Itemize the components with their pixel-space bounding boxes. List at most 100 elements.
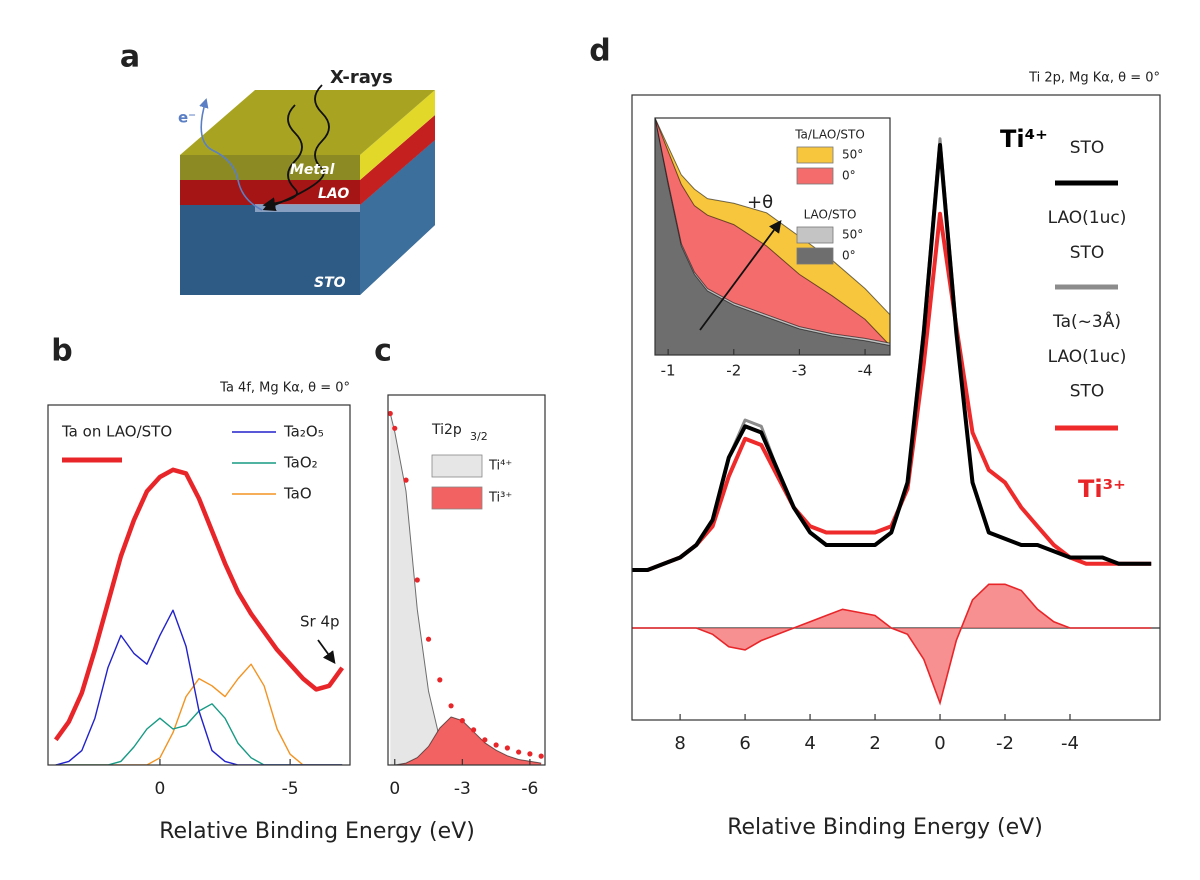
annotation: Ti³⁺ xyxy=(1078,475,1126,503)
annotation: +θ xyxy=(747,192,773,213)
data-point xyxy=(504,745,510,751)
annotation-arrow xyxy=(699,219,782,331)
series-outline xyxy=(655,118,890,344)
lao-label: LAO xyxy=(318,186,349,202)
xrays-label: X-rays xyxy=(330,67,393,88)
legend-title: Ta/LAO/STO xyxy=(794,128,865,142)
data-point xyxy=(388,410,393,417)
sto-front xyxy=(180,205,360,295)
data-point xyxy=(459,718,465,724)
x-tick-label: 6 xyxy=(739,733,750,754)
x-axis-label: Relative Binding Energy (eV) xyxy=(159,819,475,844)
legend-label: TaO₂ xyxy=(283,454,318,472)
x-tick-label: 2 xyxy=(869,733,880,754)
data-point xyxy=(392,425,398,431)
x-tick-label: -1 xyxy=(661,362,676,380)
lao-side xyxy=(360,115,435,205)
legend-label: LAO(1uc) STO xyxy=(1048,208,1127,263)
data-point xyxy=(403,477,409,483)
legend-title: Ti2p xyxy=(431,422,462,438)
annotation: Ti⁴⁺ xyxy=(1000,125,1048,153)
series-outline xyxy=(655,118,890,346)
series-outline xyxy=(655,118,890,316)
legend-label: Ti⁴⁺ xyxy=(488,459,512,474)
data-point xyxy=(527,751,533,757)
series-line xyxy=(55,663,343,765)
legend-label: 0° xyxy=(842,169,856,183)
electron-path xyxy=(199,98,263,211)
legend-label: 50° xyxy=(842,148,863,162)
plot-frame xyxy=(631,94,1161,721)
metal-label: Metal xyxy=(290,162,335,178)
diagram: a X-rays e⁻ Metal LAO STO xyxy=(120,40,435,295)
x-tick-label: 0 xyxy=(155,779,166,799)
sto-side xyxy=(360,140,435,295)
panel-label: c xyxy=(374,334,392,369)
legend-swatch xyxy=(431,454,483,478)
legend-swatch xyxy=(796,247,834,265)
legend-label: 50° xyxy=(842,228,863,242)
plot-frame xyxy=(654,117,891,356)
panel-label: a xyxy=(120,40,140,75)
series-area xyxy=(390,716,542,765)
x-tick-label: -4 xyxy=(858,362,873,380)
subtitle: Ta 4f, Mg Kα, θ = 0° xyxy=(219,381,350,396)
legend-swatch xyxy=(796,146,834,164)
difference-line xyxy=(632,583,1152,706)
legend-label: STO xyxy=(1070,138,1105,158)
electron-label: e⁻ xyxy=(178,109,196,127)
difference-area xyxy=(632,584,1152,703)
legend-title-sub: 3/2 xyxy=(470,430,488,443)
x-tick-label: -2 xyxy=(726,362,741,380)
data-point xyxy=(538,753,544,759)
xray-wave xyxy=(262,84,330,212)
x-axis-label: Relative Binding Energy (eV) xyxy=(727,815,1043,840)
metal-side xyxy=(360,90,435,180)
series-outline xyxy=(655,118,890,346)
metal-front xyxy=(180,155,360,180)
panel-label: d xyxy=(589,34,610,69)
x-tick-label: -5 xyxy=(282,779,299,799)
x-tick-label: -3 xyxy=(454,779,471,799)
legend-swatch xyxy=(796,167,834,185)
series-area xyxy=(390,413,542,765)
annotation-arrow xyxy=(317,639,336,665)
data-point xyxy=(437,677,443,683)
data-point xyxy=(470,727,477,733)
data-point xyxy=(482,737,488,743)
lao-front xyxy=(180,180,360,205)
subtitle: Ti 2p, Mg Kα, θ = 0° xyxy=(1028,71,1160,86)
x-tick-label: 4 xyxy=(804,733,815,754)
legend-label: 0° xyxy=(842,249,856,263)
legend-title: LAO/STO xyxy=(804,208,857,222)
legend-label: Ta(~3Å) LAO(1uc) STO xyxy=(1048,310,1127,402)
legend-label: Ti³⁺ xyxy=(488,491,512,506)
data-point xyxy=(516,749,522,755)
x-tick-label: 0 xyxy=(934,733,945,754)
legend-swatch xyxy=(431,486,483,510)
data-point xyxy=(414,577,420,583)
legend-swatch xyxy=(796,226,834,244)
xray-wave xyxy=(262,104,303,210)
series-line xyxy=(632,143,1152,572)
data-point xyxy=(493,742,499,748)
sto-label: STO xyxy=(314,275,346,291)
x-tick-label: 0 xyxy=(389,779,400,799)
legend-label: TaO xyxy=(283,485,312,503)
x-tick-label: -3 xyxy=(792,362,807,380)
x-tick-label: -6 xyxy=(521,779,538,799)
data-point xyxy=(425,636,432,642)
plot-frame xyxy=(47,404,351,766)
interface xyxy=(255,204,360,212)
panel-label: b xyxy=(51,334,72,369)
legend-label: Ta on LAO/STO xyxy=(61,423,172,441)
annotation: Sr 4p xyxy=(300,613,340,631)
series-line xyxy=(53,467,345,742)
series-area xyxy=(655,118,890,355)
legend-label: Ta₂O₅ xyxy=(283,423,324,441)
plot-frame xyxy=(387,394,546,766)
x-tick-label: -4 xyxy=(1061,733,1079,754)
metal-top xyxy=(180,90,435,155)
